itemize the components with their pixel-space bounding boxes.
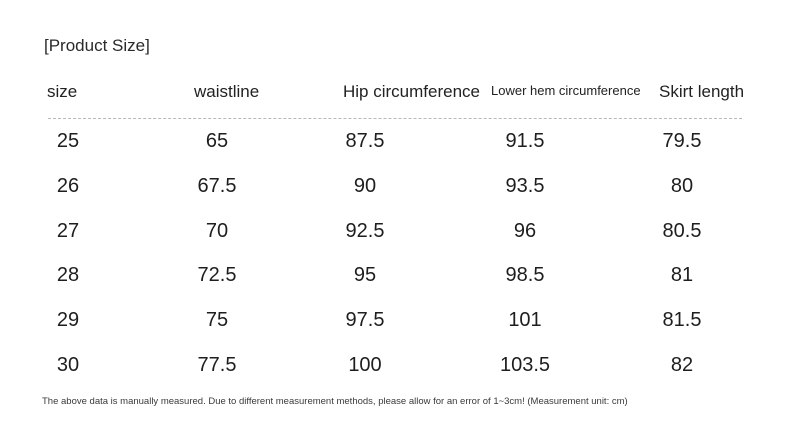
cell-lower-hem: 98.5 (505, 264, 545, 287)
header-hip-circumference: Hip circumference (343, 82, 480, 101)
cell-hip: 100 (348, 353, 382, 376)
cell-size: 29 (56, 309, 80, 332)
cell-lower-hem: 103.5 (499, 353, 551, 376)
cell-lower-hem: 101 (508, 309, 542, 332)
cell-size: 30 (56, 353, 80, 376)
cell-hip: 92.5 (345, 219, 385, 242)
page-title: [Product Size] (44, 36, 150, 55)
cell-waistline: 65 (205, 130, 229, 152)
cell-size: 27 (56, 219, 80, 242)
size-table: 25 65 87.5 91.5 79.5 26 67.5 90 93.5 80 … (0, 125, 805, 394)
cell-waistline: 75 (205, 309, 229, 332)
cell-skirt-length: 80.5 (662, 219, 702, 242)
cell-lower-hem: 91.5 (505, 130, 545, 152)
cell-hip: 95 (353, 264, 377, 287)
cell-hip: 90 (353, 174, 377, 197)
header-skirt-length: Skirt length (659, 82, 745, 101)
cell-skirt-length: 80 (670, 174, 694, 197)
table-row: 25 65 87.5 91.5 79.5 (0, 125, 805, 170)
table-row: 29 75 97.5 101 81.5 (0, 304, 805, 349)
header-lower-hem-circumference: Lower hem circumference (491, 83, 641, 98)
cell-waistline: 72.5 (197, 264, 237, 287)
cell-skirt-length: 81 (670, 264, 694, 287)
table-row: 28 72.5 95 98.5 81 (0, 259, 805, 304)
cell-skirt-length: 79.5 (662, 130, 702, 152)
cell-size: 28 (56, 264, 80, 287)
measurement-footnote: The above data is manually measured. Due… (42, 396, 628, 407)
header-size: size (47, 82, 78, 101)
header-waistline: waistline (194, 82, 260, 101)
table-row: 26 67.5 90 93.5 80 (0, 170, 805, 215)
cell-skirt-length: 82 (670, 353, 694, 376)
cell-size: 26 (56, 174, 80, 197)
cell-hip: 97.5 (345, 309, 385, 332)
cell-waistline: 77.5 (197, 353, 237, 376)
table-row: 27 70 92.5 96 80.5 (0, 215, 805, 260)
table-row: 30 77.5 100 103.5 82 (0, 349, 805, 394)
cell-hip: 87.5 (345, 130, 385, 152)
header-divider (48, 118, 742, 119)
cell-lower-hem: 96 (513, 219, 537, 242)
cell-waistline: 67.5 (197, 174, 237, 197)
cell-skirt-length: 81.5 (662, 309, 702, 332)
cell-lower-hem: 93.5 (505, 174, 545, 197)
cell-waistline: 70 (205, 219, 229, 242)
cell-size: 25 (56, 130, 80, 152)
